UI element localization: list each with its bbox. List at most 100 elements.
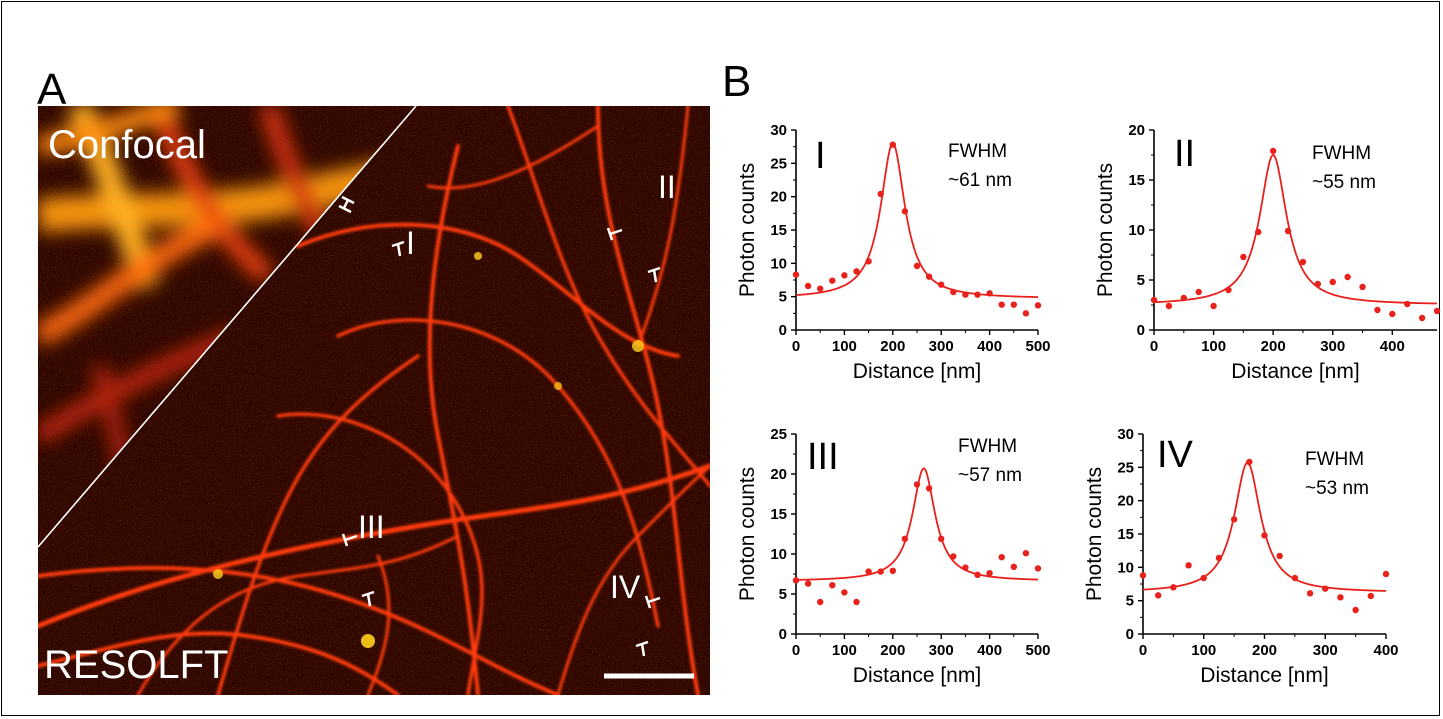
y-tick-label: 5 bbox=[779, 586, 787, 603]
data-point bbox=[1284, 227, 1292, 235]
chart-panel-label: II bbox=[1174, 133, 1195, 175]
x-axis-label: Distance [nm] bbox=[853, 664, 981, 687]
x-tick-label: 100 bbox=[832, 338, 857, 355]
data-point bbox=[1418, 314, 1426, 322]
data-point bbox=[1299, 258, 1307, 266]
data-point bbox=[1230, 516, 1238, 523]
fwhm-annotation: ~55 nm bbox=[1312, 172, 1376, 193]
data-point bbox=[1165, 302, 1173, 310]
fit-curve bbox=[795, 142, 1039, 298]
data-point bbox=[1367, 592, 1375, 600]
x-tick-label: 100 bbox=[1201, 338, 1226, 355]
x-tick-label: 100 bbox=[1191, 642, 1216, 659]
fluorescence-micrograph: Confocal RESOLFT I II III IV bbox=[38, 106, 710, 695]
x-tick-label: 200 bbox=[880, 642, 905, 659]
data-point bbox=[1261, 532, 1268, 539]
x-tick-label: 100 bbox=[832, 642, 857, 659]
data-point bbox=[829, 582, 836, 589]
data-point bbox=[986, 290, 993, 297]
confocal-label: Confocal bbox=[48, 123, 206, 167]
fwhm-annotation: ~53 nm bbox=[1305, 478, 1369, 499]
y-tick-label: 0 bbox=[1137, 322, 1145, 339]
y-tick-label: 10 bbox=[770, 546, 787, 563]
y-tick-label: 25 bbox=[770, 155, 787, 172]
data-point bbox=[877, 190, 884, 198]
data-point bbox=[1210, 302, 1217, 310]
data-point bbox=[1240, 253, 1247, 261]
y-tick-label: 15 bbox=[1117, 526, 1134, 543]
data-point bbox=[1139, 572, 1147, 579]
y-tick-label: 10 bbox=[770, 255, 787, 272]
chart-panel-label: III bbox=[807, 436, 839, 478]
data-point bbox=[962, 564, 969, 571]
data-point bbox=[1382, 570, 1390, 578]
data-point bbox=[1034, 302, 1042, 309]
profile-label-ii: II bbox=[658, 169, 676, 205]
y-axis-label: Photon counts bbox=[1083, 467, 1106, 601]
data-point bbox=[925, 485, 933, 492]
y-tick-label: 15 bbox=[770, 222, 787, 239]
fwhm-annotation: FWHM bbox=[1312, 143, 1371, 164]
data-point bbox=[925, 273, 933, 280]
y-tick-label: 30 bbox=[1117, 426, 1134, 443]
fwhm-annotation: FWHM bbox=[1305, 449, 1364, 470]
data-point bbox=[1269, 147, 1277, 155]
data-point bbox=[1010, 563, 1017, 570]
x-tick-label: 500 bbox=[1025, 642, 1050, 659]
data-point bbox=[804, 580, 812, 587]
data-point bbox=[901, 208, 909, 215]
data-point bbox=[1246, 458, 1253, 466]
fwhm-annotation: ~57 nm bbox=[958, 465, 1022, 486]
data-point bbox=[1344, 273, 1351, 281]
confocal-resolft-divider bbox=[38, 106, 417, 548]
y-tick-label: 0 bbox=[1126, 626, 1134, 643]
x-axis-label: Distance [nm] bbox=[1200, 664, 1328, 687]
fwhm-annotation: ~61 nm bbox=[948, 170, 1012, 191]
data-point bbox=[901, 535, 909, 542]
data-point bbox=[1306, 590, 1314, 597]
data-point bbox=[1225, 286, 1232, 294]
data-point bbox=[1337, 594, 1344, 601]
data-point bbox=[1374, 306, 1381, 314]
panel-b-label: B bbox=[722, 57, 752, 106]
data-point bbox=[998, 301, 1005, 308]
data-point bbox=[1170, 584, 1177, 591]
chart-profile-iii: 0 5 10 15 20 25 0 100 200 300 400 500 Distance [nm] P… bbox=[736, 426, 1051, 687]
data-point bbox=[804, 282, 812, 290]
data-point bbox=[792, 271, 800, 278]
y-tick-label: 25 bbox=[1117, 459, 1134, 476]
y-tick-label: 0 bbox=[779, 626, 787, 643]
data-point bbox=[792, 577, 800, 584]
x-tick-label: 200 bbox=[880, 338, 905, 355]
data-point bbox=[1322, 585, 1329, 592]
data-point bbox=[1359, 283, 1366, 291]
data-point bbox=[841, 589, 848, 596]
x-tick-label: 400 bbox=[1373, 642, 1398, 659]
panel-a-label: A bbox=[37, 65, 67, 114]
y-tick-label: 25 bbox=[770, 426, 787, 443]
data-point bbox=[1314, 280, 1322, 288]
profile-label-iii: III bbox=[358, 509, 385, 545]
data-point bbox=[1215, 554, 1223, 562]
data-point bbox=[938, 281, 945, 288]
y-tick-label: 20 bbox=[1117, 493, 1134, 510]
data-point bbox=[998, 554, 1005, 561]
x-axis-label: Distance [nm] bbox=[1231, 360, 1359, 383]
data-point bbox=[1022, 550, 1030, 557]
y-tick-label: 20 bbox=[770, 466, 787, 483]
x-tick-label: 500 bbox=[1025, 338, 1050, 355]
fit-curve bbox=[1142, 461, 1387, 592]
y-axis-label: Photon counts bbox=[736, 163, 759, 297]
data-point bbox=[974, 291, 981, 298]
x-tick-label: 0 bbox=[792, 642, 800, 659]
y-tick-label: 0 bbox=[779, 322, 787, 339]
data-point bbox=[1022, 310, 1030, 317]
data-point bbox=[938, 535, 945, 542]
chart-panel-label: IV bbox=[1157, 434, 1194, 476]
y-tick-label: 5 bbox=[779, 289, 787, 306]
